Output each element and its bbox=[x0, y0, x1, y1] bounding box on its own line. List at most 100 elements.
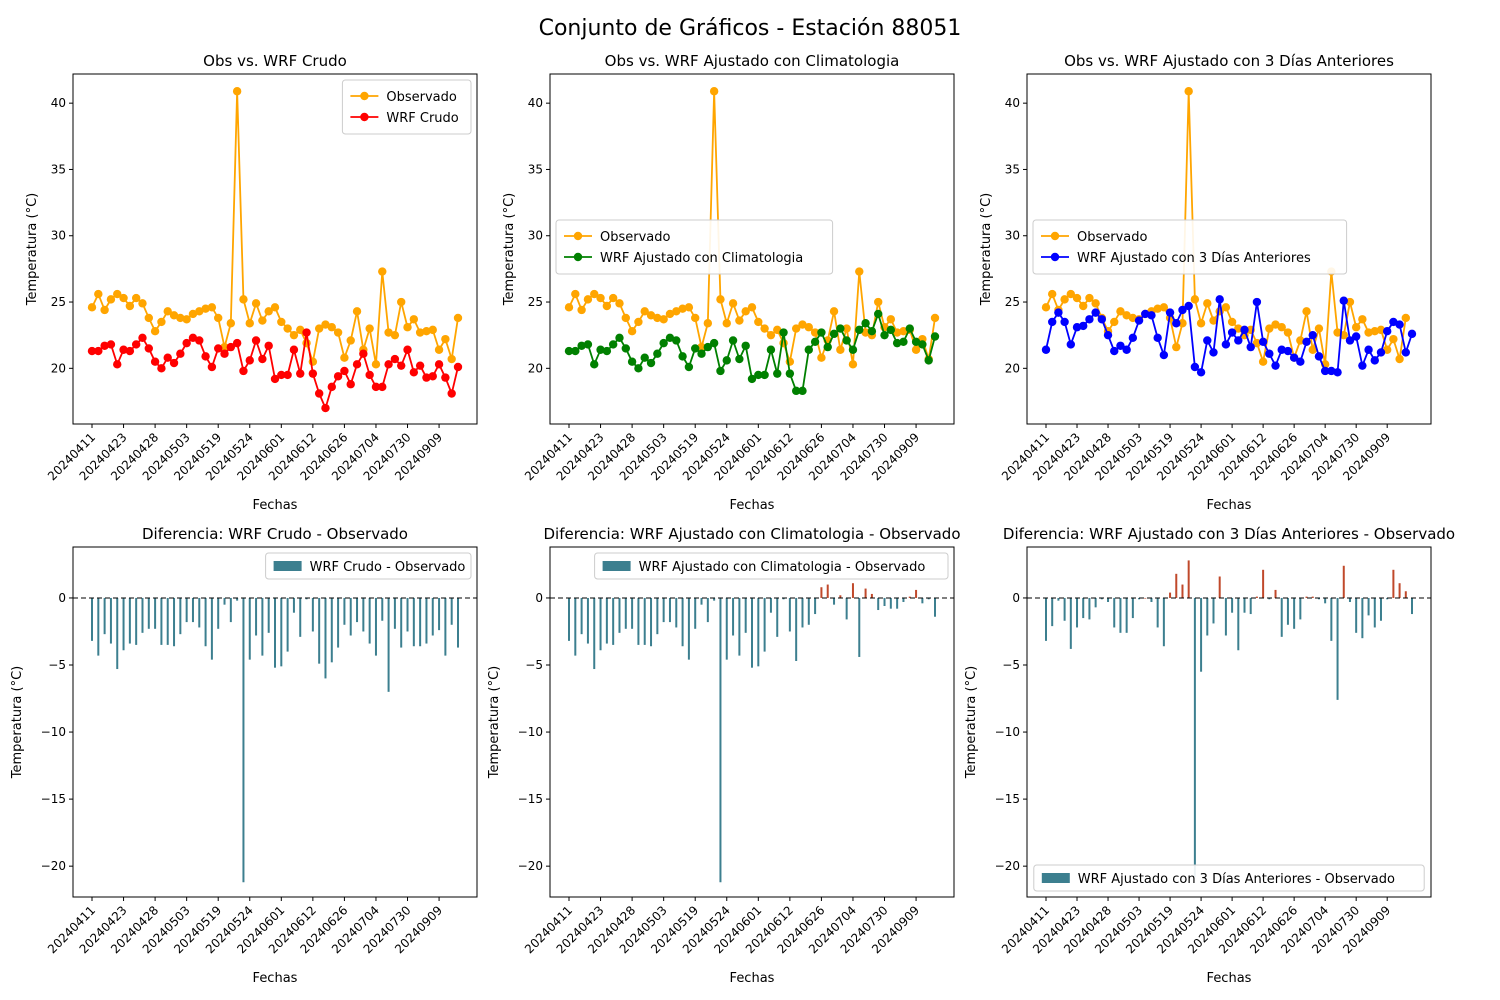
data-point bbox=[874, 309, 883, 319]
bar bbox=[1051, 597, 1054, 627]
data-point bbox=[1196, 368, 1206, 377]
data-point bbox=[1060, 295, 1069, 304]
data-point bbox=[245, 319, 254, 328]
data-point bbox=[754, 370, 763, 380]
bar bbox=[1169, 592, 1172, 598]
y-tick-label: 25 bbox=[1005, 295, 1020, 309]
bar bbox=[833, 597, 836, 605]
data-point bbox=[930, 313, 940, 323]
data-point bbox=[87, 303, 97, 312]
data-point bbox=[1097, 315, 1107, 324]
bar bbox=[210, 597, 213, 660]
data-point bbox=[571, 289, 580, 299]
bar bbox=[1336, 597, 1339, 700]
data-point bbox=[1320, 366, 1330, 376]
data-point bbox=[697, 349, 706, 358]
data-point bbox=[1134, 316, 1144, 325]
data-point bbox=[672, 336, 681, 345]
bar bbox=[1280, 597, 1283, 637]
data-point bbox=[1370, 356, 1379, 365]
bar bbox=[356, 597, 359, 623]
chart-panel-3: Obs vs. WRF Ajustado con 3 Días Anterior… bbox=[979, 52, 1432, 513]
legend: Observado WRF Ajustado con Climatologia bbox=[555, 219, 834, 275]
data-point bbox=[1265, 324, 1274, 333]
data-point bbox=[340, 366, 349, 376]
data-point bbox=[207, 362, 217, 372]
data-point bbox=[258, 354, 267, 364]
data-point bbox=[861, 328, 870, 337]
bar bbox=[1348, 597, 1351, 602]
bar bbox=[1367, 597, 1370, 616]
bar bbox=[438, 597, 441, 631]
data-point bbox=[760, 370, 769, 380]
data-point bbox=[716, 295, 725, 304]
data-point bbox=[94, 346, 103, 356]
data-point bbox=[1091, 308, 1100, 317]
data-point bbox=[703, 319, 713, 328]
data-point bbox=[874, 297, 883, 307]
data-point bbox=[697, 342, 706, 352]
data-point bbox=[1048, 317, 1057, 327]
chart-title: Diferencia: WRF Ajustado con Climatologi… bbox=[543, 525, 960, 543]
data-point bbox=[583, 295, 593, 304]
data-point bbox=[785, 369, 795, 378]
data-point bbox=[709, 338, 719, 348]
bar bbox=[1193, 597, 1196, 877]
data-point bbox=[1364, 345, 1373, 354]
data-point bbox=[1190, 362, 1200, 372]
legend-label: WRF Ajustado con Climatologia bbox=[600, 251, 803, 266]
bar bbox=[457, 597, 459, 648]
data-point bbox=[1041, 303, 1051, 312]
legend: Observado WRF Ajustado con 3 Días Anterio… bbox=[1032, 219, 1348, 275]
data-point bbox=[684, 303, 694, 312]
bar bbox=[1125, 597, 1128, 633]
data-point bbox=[590, 289, 599, 299]
data-point bbox=[289, 345, 299, 354]
y-tick-label: −10 bbox=[995, 725, 1020, 739]
data-point bbox=[1184, 87, 1193, 96]
data-point bbox=[608, 293, 618, 303]
data-point bbox=[735, 316, 744, 325]
data-point bbox=[176, 349, 185, 358]
data-point bbox=[188, 309, 198, 319]
data-point bbox=[1159, 350, 1169, 360]
y-axis-label: Temperatura (°C) bbox=[979, 193, 994, 306]
x-axis-label: Fechas bbox=[730, 498, 775, 513]
data-point bbox=[1401, 313, 1410, 323]
data-point bbox=[1215, 295, 1224, 304]
bar bbox=[1411, 597, 1413, 615]
y-tick-label: 35 bbox=[1005, 162, 1020, 176]
bar bbox=[631, 597, 634, 629]
chart-title: Diferencia: WRF Ajustado con 3 Días Ante… bbox=[1003, 525, 1455, 543]
y-tick-label: 25 bbox=[51, 295, 66, 309]
data-point bbox=[453, 362, 463, 372]
bar bbox=[261, 597, 264, 656]
bar bbox=[1206, 597, 1209, 636]
bar bbox=[668, 597, 671, 623]
legend: WRF Ajustado con 3 Días Anteriores - Obs… bbox=[1033, 864, 1425, 892]
bar bbox=[1237, 597, 1240, 651]
data-point bbox=[409, 368, 419, 377]
bar bbox=[362, 597, 365, 632]
data-point bbox=[239, 366, 248, 376]
bar bbox=[788, 597, 791, 632]
bar bbox=[1311, 596, 1314, 598]
data-point bbox=[245, 356, 254, 365]
data-point bbox=[640, 307, 649, 316]
chart-title: Obs vs. WRF Crudo bbox=[203, 52, 347, 70]
x-axis-label: Fechas bbox=[1207, 498, 1252, 513]
data-point bbox=[665, 333, 675, 343]
bar bbox=[236, 597, 239, 601]
bar bbox=[1138, 597, 1141, 600]
data-point bbox=[583, 340, 593, 349]
data-point bbox=[397, 361, 406, 370]
bar bbox=[1212, 597, 1215, 624]
data-point bbox=[911, 345, 921, 354]
data-point bbox=[1178, 305, 1187, 315]
bar bbox=[374, 597, 377, 656]
bar bbox=[1181, 584, 1184, 598]
bar bbox=[1113, 597, 1116, 628]
data-point bbox=[226, 319, 236, 328]
data-point bbox=[371, 360, 381, 369]
data-point bbox=[1122, 345, 1131, 354]
